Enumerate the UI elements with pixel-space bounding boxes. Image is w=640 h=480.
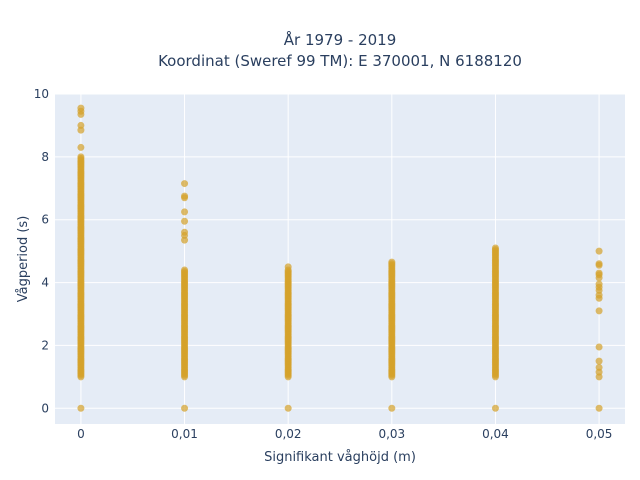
x-tick-label: 0,04 <box>482 427 509 441</box>
data-point <box>181 228 189 236</box>
data-point <box>595 357 603 365</box>
data-point <box>388 404 396 412</box>
data-point <box>595 307 603 315</box>
y-tick-label: 6 <box>41 213 49 227</box>
data-point <box>491 404 499 412</box>
plot-background <box>55 94 625 424</box>
data-point <box>77 143 85 151</box>
data-point <box>77 404 85 412</box>
data-point <box>595 343 603 351</box>
data-point <box>181 192 189 200</box>
data-point <box>181 180 189 188</box>
y-tick-label: 10 <box>34 87 49 101</box>
data-point <box>181 217 189 225</box>
data-point <box>284 404 292 412</box>
x-tick-label: 0 <box>77 427 85 441</box>
x-tick-label: 0,05 <box>586 427 613 441</box>
y-axis-title: Vågperiod (s) <box>16 216 31 303</box>
y-tick-label: 8 <box>41 150 49 164</box>
chart-title-line-2: Koordinat (Sweref 99 TM): E 370001, N 61… <box>158 52 522 70</box>
data-point <box>181 266 189 274</box>
y-tick-label: 0 <box>41 401 49 415</box>
x-tick-label: 0,03 <box>378 427 405 441</box>
x-axis-title: Signifikant våghöjd (m) <box>264 450 416 465</box>
data-point <box>77 121 85 129</box>
data-point <box>595 269 603 277</box>
data-point <box>77 153 85 161</box>
y-tick-label: 4 <box>41 276 49 290</box>
data-point <box>491 244 499 252</box>
data-point <box>181 404 189 412</box>
y-tick-label: 2 <box>41 338 49 352</box>
x-tick-label: 0,01 <box>171 427 198 441</box>
chart-title-line-1: År 1979 - 2019 <box>284 30 397 49</box>
data-point <box>388 258 396 266</box>
data-point <box>595 280 603 288</box>
data-point <box>595 260 603 268</box>
data-point <box>77 104 85 112</box>
data-point <box>595 363 603 371</box>
data-point <box>284 263 292 271</box>
data-point <box>181 208 189 216</box>
data-point <box>595 404 603 412</box>
data-point <box>595 247 603 255</box>
x-tick-label: 0,02 <box>275 427 302 441</box>
